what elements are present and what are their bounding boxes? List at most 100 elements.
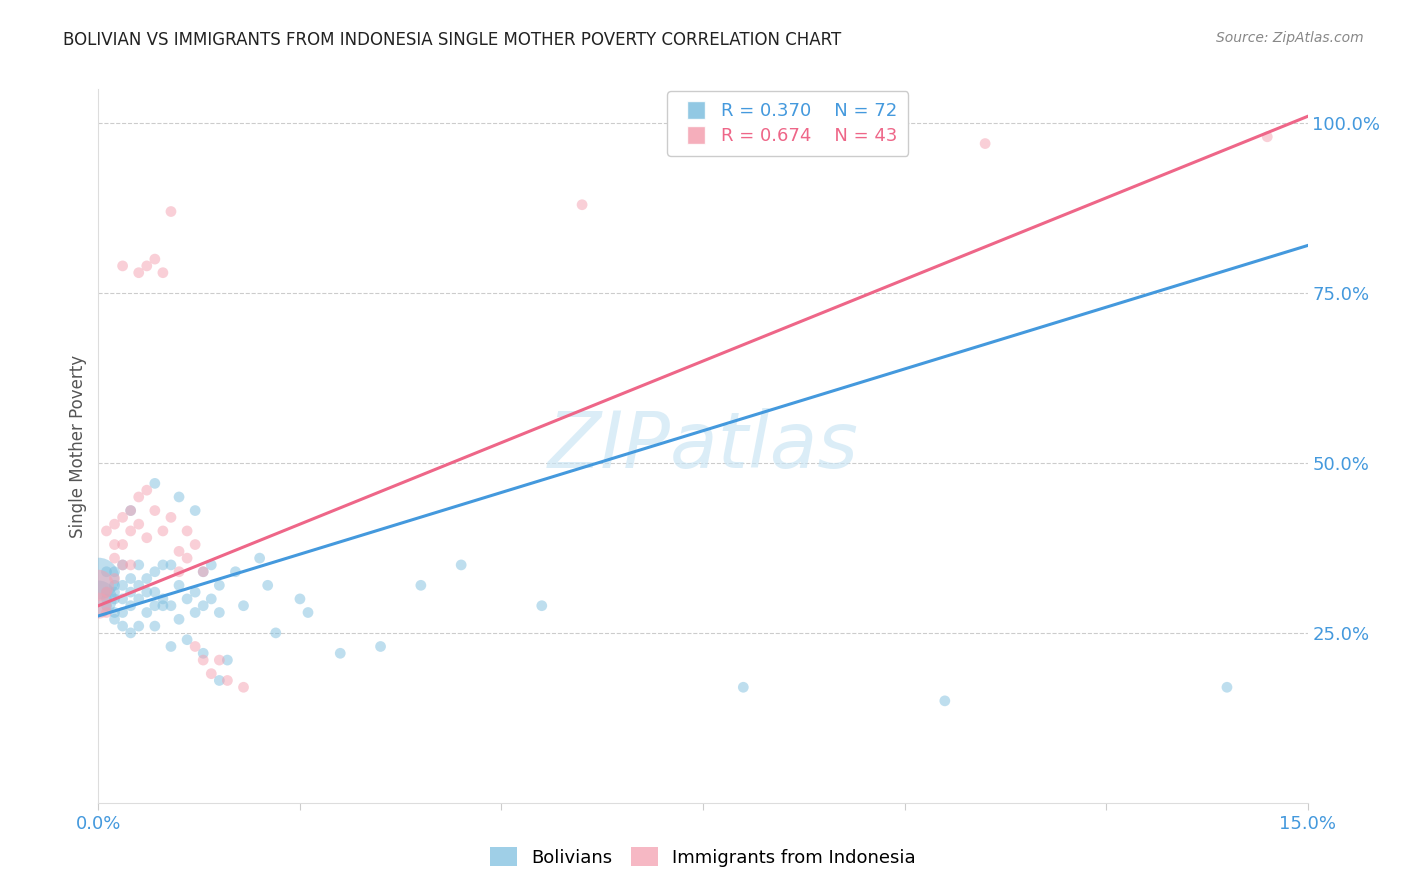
Point	[176, 524, 198, 538]
Point	[450, 558, 472, 572]
Point	[167, 565, 190, 579]
Point	[96, 565, 118, 579]
Point	[208, 673, 231, 688]
Point	[103, 591, 125, 606]
Point	[152, 524, 174, 538]
Point	[184, 537, 207, 551]
Point	[193, 599, 215, 613]
Point	[111, 606, 134, 620]
Point	[232, 599, 254, 613]
Point	[200, 591, 222, 606]
Legend: Bolivians, Immigrants from Indonesia: Bolivians, Immigrants from Indonesia	[482, 840, 924, 874]
Point	[96, 585, 118, 599]
Point	[103, 612, 125, 626]
Point	[103, 606, 125, 620]
Point	[120, 572, 142, 586]
Point	[135, 606, 157, 620]
Point	[256, 578, 278, 592]
Point	[87, 591, 110, 606]
Point	[111, 510, 134, 524]
Y-axis label: Single Mother Poverty: Single Mother Poverty	[69, 354, 87, 538]
Point	[120, 558, 142, 572]
Point	[160, 599, 183, 613]
Point	[135, 259, 157, 273]
Point	[120, 585, 142, 599]
Text: ZIPatlas: ZIPatlas	[547, 408, 859, 484]
Point	[571, 198, 593, 212]
Point	[111, 259, 134, 273]
Point	[96, 524, 118, 538]
Point	[111, 619, 134, 633]
Point	[128, 619, 150, 633]
Point	[193, 653, 215, 667]
Point	[193, 646, 215, 660]
Point	[135, 572, 157, 586]
Point	[111, 591, 134, 606]
Point	[184, 606, 207, 620]
Point	[143, 252, 166, 266]
Point	[176, 551, 198, 566]
Legend: R = 0.370    N = 72, R = 0.674    N = 43: R = 0.370 N = 72, R = 0.674 N = 43	[666, 91, 908, 156]
Point	[96, 606, 118, 620]
Point	[103, 565, 125, 579]
Point	[152, 558, 174, 572]
Point	[128, 517, 150, 532]
Point	[160, 558, 183, 572]
Point	[143, 619, 166, 633]
Point	[103, 572, 125, 586]
Point	[120, 503, 142, 517]
Point	[934, 694, 956, 708]
Point	[128, 578, 150, 592]
Point	[120, 524, 142, 538]
Point	[135, 483, 157, 498]
Point	[128, 266, 150, 280]
Point	[143, 599, 166, 613]
Point	[152, 266, 174, 280]
Text: Source: ZipAtlas.com: Source: ZipAtlas.com	[1216, 31, 1364, 45]
Point	[152, 599, 174, 613]
Point	[184, 503, 207, 517]
Point	[128, 558, 150, 572]
Point	[208, 606, 231, 620]
Point	[200, 666, 222, 681]
Point	[184, 585, 207, 599]
Point	[87, 578, 110, 592]
Point	[217, 653, 239, 667]
Point	[120, 626, 142, 640]
Point	[249, 551, 271, 566]
Point	[96, 585, 118, 599]
Point	[974, 136, 997, 151]
Point	[111, 537, 134, 551]
Point	[135, 585, 157, 599]
Point	[143, 476, 166, 491]
Point	[1256, 129, 1278, 144]
Point	[184, 640, 207, 654]
Point	[103, 585, 125, 599]
Point	[1216, 680, 1239, 694]
Point	[232, 680, 254, 694]
Point	[160, 640, 183, 654]
Point	[120, 599, 142, 613]
Point	[143, 565, 166, 579]
Point	[120, 503, 142, 517]
Point	[167, 490, 190, 504]
Point	[167, 544, 190, 558]
Point	[152, 591, 174, 606]
Point	[200, 558, 222, 572]
Point	[329, 646, 352, 660]
Point	[409, 578, 432, 592]
Point	[264, 626, 287, 640]
Point	[143, 585, 166, 599]
Point	[288, 591, 311, 606]
Point	[297, 606, 319, 620]
Point	[111, 578, 134, 592]
Point	[103, 537, 125, 551]
Point	[167, 612, 190, 626]
Point	[128, 490, 150, 504]
Point	[111, 558, 134, 572]
Text: BOLIVIAN VS IMMIGRANTS FROM INDONESIA SINGLE MOTHER POVERTY CORRELATION CHART: BOLIVIAN VS IMMIGRANTS FROM INDONESIA SI…	[63, 31, 842, 49]
Point	[96, 599, 118, 613]
Point	[160, 510, 183, 524]
Point	[87, 599, 110, 613]
Point	[87, 572, 110, 586]
